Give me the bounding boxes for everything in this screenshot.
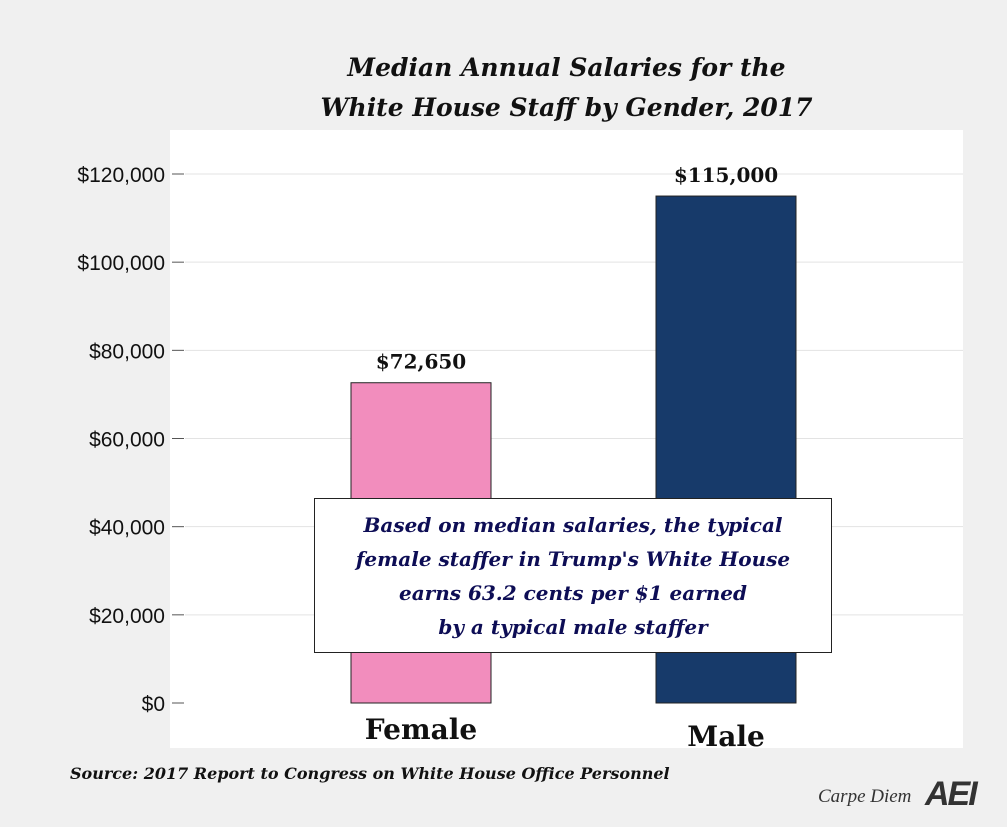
- title-line-1: Median Annual Salaries for the: [347, 53, 786, 82]
- y-tick-label: $100,000: [77, 252, 165, 275]
- y-tick-label: $120,000: [77, 164, 165, 187]
- y-tick-label: $20,000: [89, 605, 165, 628]
- annotation-line: by a typical male staffer: [438, 615, 708, 639]
- annotation-line: female staffer in Trump's White House: [355, 547, 791, 571]
- y-tick-label: $60,000: [89, 429, 165, 452]
- title-line-2: White House Staff by Gender, 2017: [320, 93, 813, 122]
- source-note: Source: 2017 Report to Congress on White…: [70, 764, 670, 783]
- y-tick-label: $40,000: [89, 517, 165, 540]
- y-tick-label: $0: [142, 693, 165, 716]
- x-category-label: Female: [365, 713, 477, 746]
- annotation-line: earns 63.2 cents per $1 earned: [398, 581, 748, 605]
- data-label: $72,650: [376, 350, 466, 374]
- annotation-line: Based on median salaries, the typical: [363, 513, 783, 537]
- aei-logo: AEI: [925, 775, 978, 813]
- annotation-box: Based on median salaries, the typical fe…: [314, 498, 832, 653]
- y-tick-label: $80,000: [89, 340, 165, 363]
- x-category-label: Male: [687, 720, 765, 753]
- blog-name: Carpe Diem: [818, 786, 912, 807]
- chart-title: Median Annual Salaries for the White Hou…: [170, 48, 963, 128]
- data-label: $115,000: [674, 163, 778, 187]
